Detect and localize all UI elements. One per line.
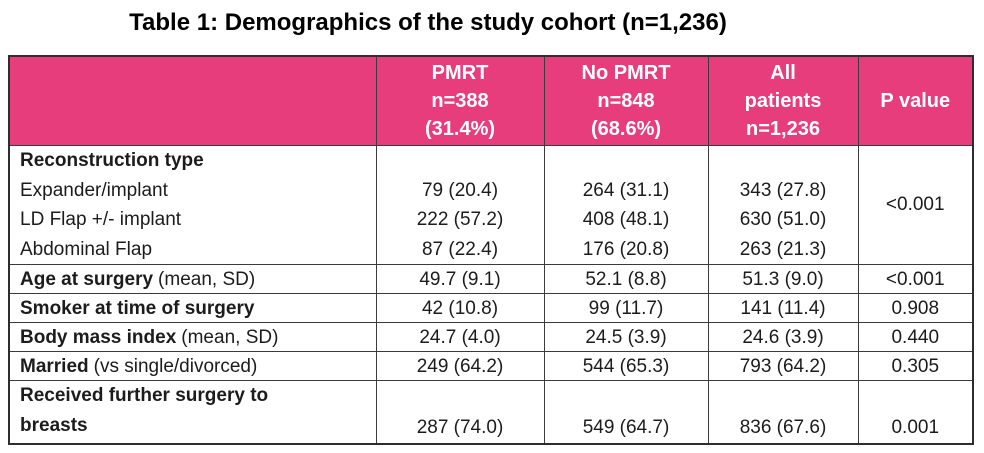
cell-further-surgery-no-pmrt: 549 (64.7) (543, 380, 709, 445)
cell-age-pmrt: 49.7 (9.1) (375, 264, 545, 294)
cell-age-all: 51.3 (9.0) (707, 264, 859, 294)
spacer-line (545, 147, 707, 176)
cell-further-surgery-label: Received further surgery to breasts (8, 380, 377, 445)
table-caption-wrap: Table 1: Demographics of the study cohor… (0, 0, 856, 37)
cell-married-all: 793 (64.2) (707, 351, 859, 381)
cell-smoker-all: 141 (11.4) (707, 293, 859, 323)
cell-further-surgery-pmrt: 287 (74.0) (375, 380, 545, 445)
cell-age-no-pmrt: 52.1 (8.8) (543, 264, 709, 294)
demographics-table: PMRT n=388 (31.4%) No PMRT n=848 (68.6%)… (8, 55, 974, 445)
spacer-line (377, 147, 543, 176)
cell-smoker-pmrt: 42 (10.8) (375, 293, 545, 323)
header-row: PMRT n=388 (31.4%) No PMRT n=848 (68.6%)… (8, 55, 974, 146)
spacer-line (709, 147, 857, 176)
cell-bmi-p-value: 0.440 (857, 322, 974, 352)
value-abdominal-no-pmrt: 176 (20.8) (582, 238, 670, 260)
cell-further-surgery-all: 836 (67.6) (707, 380, 859, 445)
cell-age-label: Age at surgery (mean, SD) (8, 264, 377, 294)
label-expander-implant: Expander/implant (20, 179, 168, 201)
cell-married-label: Married (vs single/divorced) (8, 351, 377, 381)
header-cell-all-patients: All patients n=1,236 (707, 55, 859, 146)
cell-reconstruction-labels: Reconstruction type Expander/implant LD … (8, 145, 377, 265)
row-married: Married (vs single/divorced) 249 (64.2) 5… (8, 351, 974, 381)
row-age-at-surgery: Age at surgery (mean, SD) 49.7 (9.1) 52.1… (8, 264, 974, 294)
value-ld-flap-no-pmrt: 408 (48.1) (582, 209, 670, 230)
cell-bmi-no-pmrt: 24.5 (3.9) (543, 322, 709, 352)
cell-further-surgery-p-value: 0.001 (857, 380, 974, 445)
cell-bmi-all: 24.6 (3.9) (707, 322, 859, 352)
cell-smoker-label: Smoker at time of surgery (8, 293, 377, 323)
header-cell-empty (8, 55, 377, 146)
cell-age-p-value: <0.001 (857, 264, 974, 294)
header-cell-p-value: P value (857, 55, 974, 146)
value-expander-pmrt: 79 (20.4) (421, 179, 499, 201)
header-cell-no-pmrt: No PMRT n=848 (68.6%) (543, 55, 709, 146)
row-further-surgery: Received further surgery to breasts 287 … (8, 380, 974, 445)
table-title: Table 1: Demographics of the study cohor… (129, 9, 727, 36)
cell-married-p-value: 0.305 (857, 351, 974, 381)
value-ld-flap-all: 630 (51.0) (739, 209, 827, 230)
cell-reconstruction-pmrt: 79 (20.4) 222 (57.2) 87 (22.4) (375, 145, 545, 265)
row-bmi: Body mass index (mean, SD) 24.7 (4.0) 24.… (8, 322, 974, 352)
value-expander-all: 343 (27.8) (739, 179, 827, 201)
value-expander-no-pmrt: 264 (31.1) (582, 179, 670, 201)
row-label-note: (mean, SD) (181, 326, 279, 348)
row-label: Age at surgery (20, 268, 154, 290)
row-label-note: (vs single/divorced) (93, 355, 258, 377)
cell-reconstruction-p-value: <0.001 (857, 145, 974, 265)
cell-bmi-pmrt: 24.7 (4.0) (375, 322, 545, 352)
cell-reconstruction-no-pmrt: 264 (31.1) 408 (48.1) 176 (20.8) (543, 145, 709, 265)
row-label-note: (mean, SD) (158, 268, 256, 290)
cell-married-no-pmrt: 544 (65.3) (543, 351, 709, 381)
header-cell-pmrt: PMRT n=388 (31.4%) (375, 55, 545, 146)
cell-smoker-no-pmrt: 99 (11.7) (543, 293, 709, 323)
label-ld-flap: LD Flap +/- implant (20, 209, 182, 230)
cell-bmi-label: Body mass index (mean, SD) (8, 322, 377, 352)
row-label: Married (20, 355, 89, 377)
cell-reconstruction-all: 343 (27.8) 630 (51.0) 263 (21.3) (707, 145, 859, 265)
row-reconstruction-section: Reconstruction type Expander/implant LD … (8, 145, 974, 265)
cell-married-pmrt: 249 (64.2) (375, 351, 545, 381)
label-abdominal-flap: Abdominal Flap (20, 238, 153, 260)
cell-smoker-p-value: 0.908 (857, 293, 974, 323)
value-ld-flap-pmrt: 222 (57.2) (416, 209, 504, 230)
row-smoker: Smoker at time of surgery 42 (10.8) 99 (… (8, 293, 974, 323)
row-label: Smoker at time of surgery (20, 297, 255, 319)
reconstruction-section-header: Reconstruction type (20, 150, 204, 171)
row-label: Body mass index (20, 326, 177, 348)
value-abdominal-all: 263 (21.3) (739, 238, 827, 260)
value-abdominal-pmrt: 87 (22.4) (421, 238, 499, 260)
